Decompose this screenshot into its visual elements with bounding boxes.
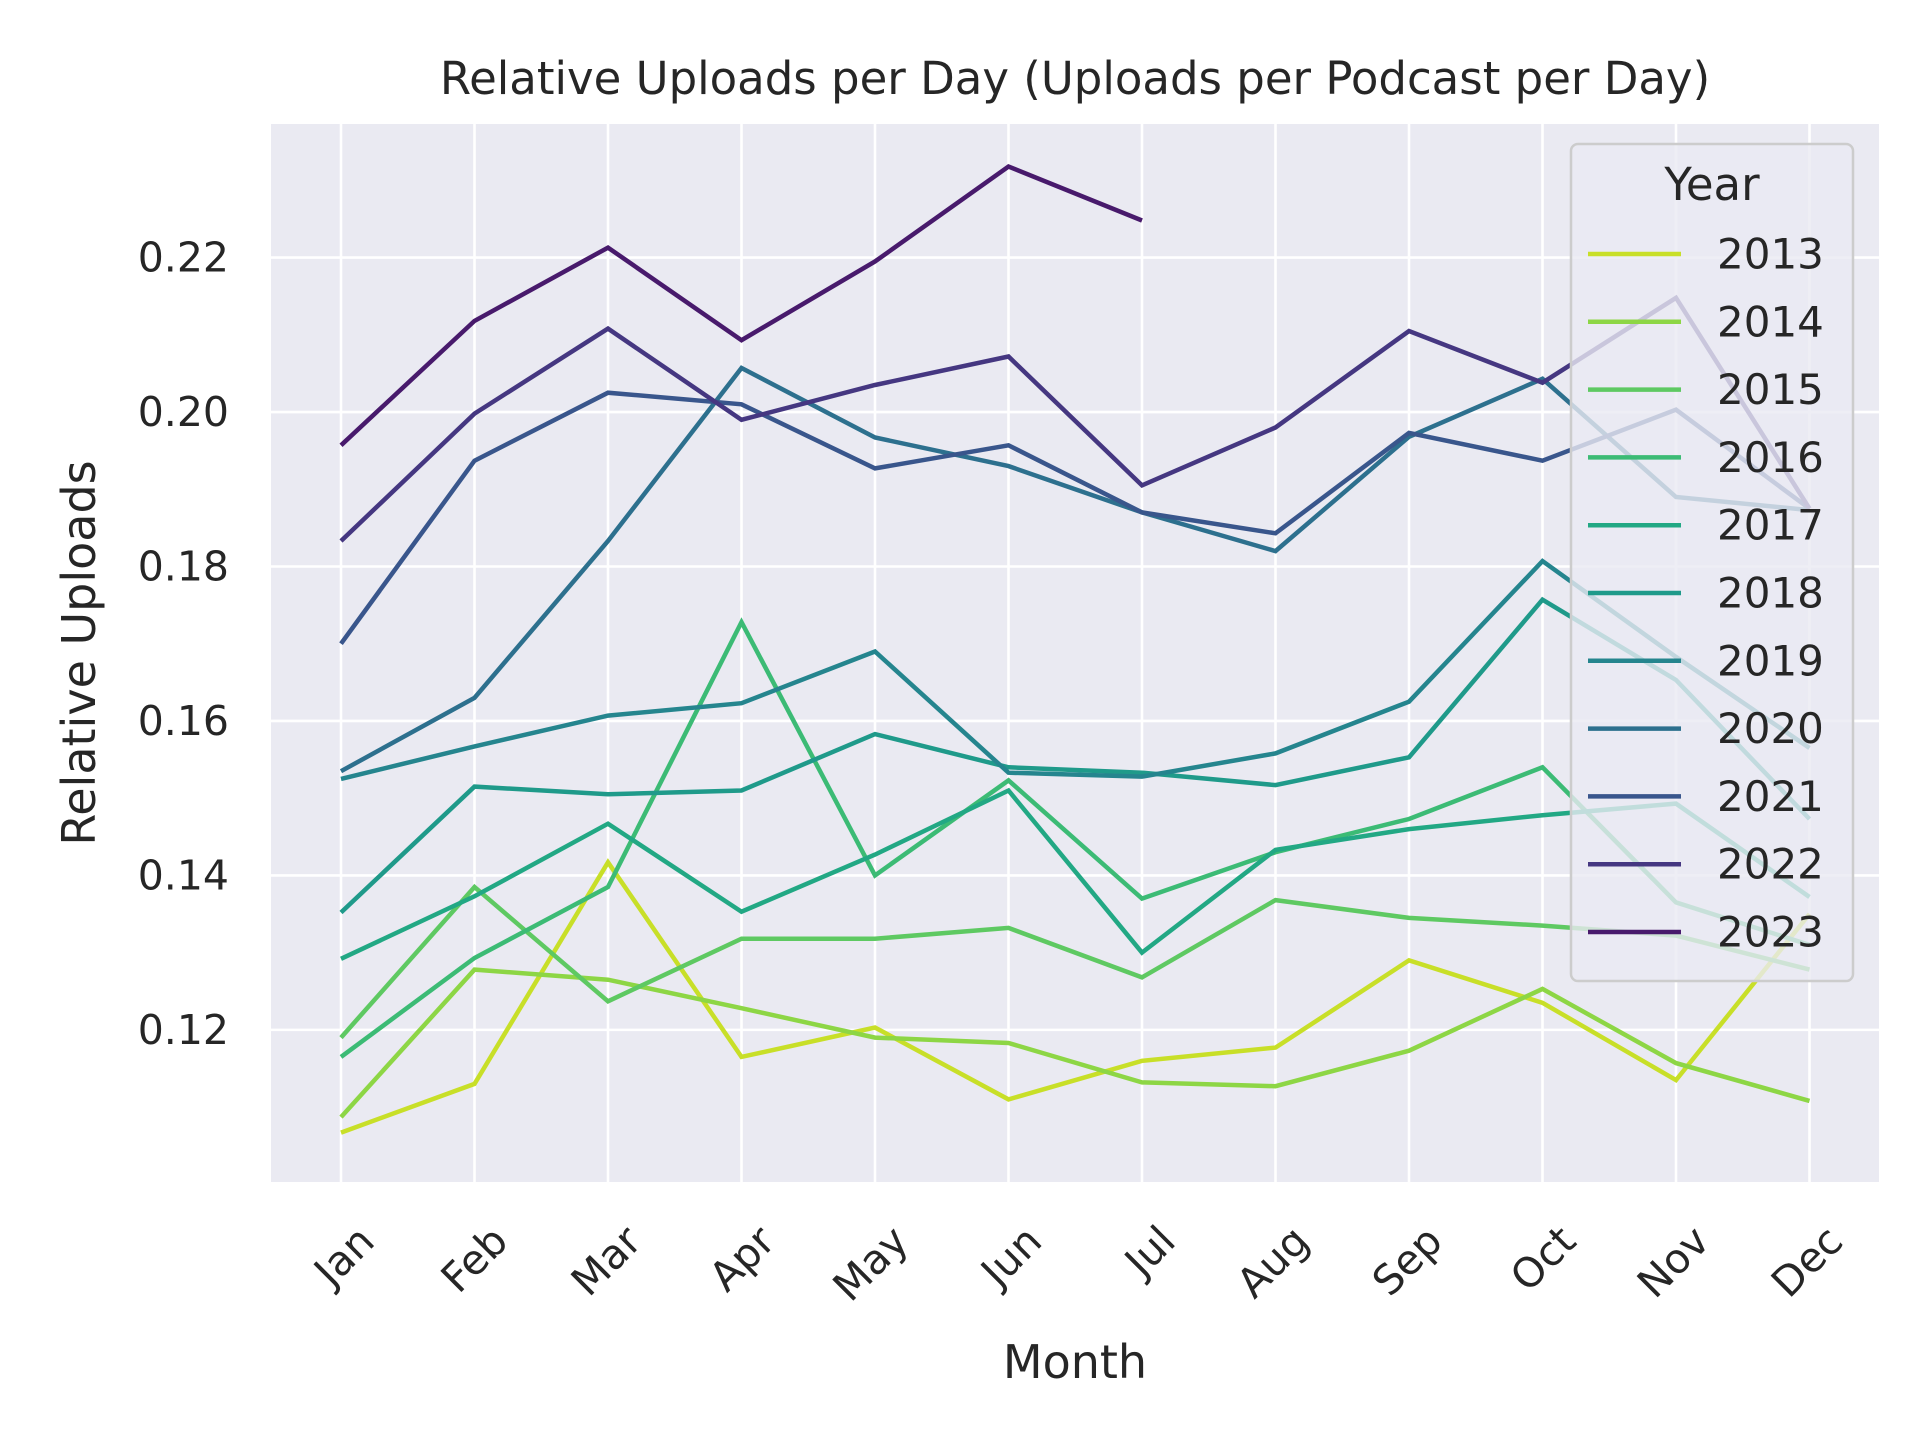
y-tick-label: 0.22 bbox=[138, 234, 229, 282]
legend-label-2014: 2014 bbox=[1717, 297, 1824, 346]
series-line-2020 bbox=[339, 365, 1810, 774]
series-line-2015 bbox=[339, 883, 1811, 1040]
legend-title: Year bbox=[1663, 158, 1760, 211]
legend-label-2020: 2020 bbox=[1717, 704, 1824, 753]
legend-label-2018: 2018 bbox=[1717, 569, 1824, 618]
y-tick-label: 0.12 bbox=[138, 1006, 229, 1054]
series-line-2014 bbox=[339, 967, 1811, 1119]
legend-label-2016: 2016 bbox=[1717, 433, 1824, 482]
series-line-2023 bbox=[339, 163, 1143, 447]
y-tick-label: 0.20 bbox=[138, 388, 229, 436]
legend-entries: 2013 2014 2015 2016 2017 2018 2019 2020 2021 2022… bbox=[1588, 230, 1824, 957]
series-line-2018 bbox=[339, 596, 1812, 915]
legend-label-2023: 2023 bbox=[1717, 908, 1824, 957]
legend: Year 2013 2014 2015 2016 2017 2018 2019 2020 202… bbox=[1569, 142, 1855, 983]
y-tick-label: 0.14 bbox=[138, 851, 229, 899]
y-tick-label: 0.18 bbox=[138, 543, 229, 591]
series-line-2019 bbox=[340, 558, 1811, 782]
legend-frame bbox=[1569, 142, 1855, 983]
chart-title: Relative Uploads per Day (Uploads per Po… bbox=[440, 52, 1710, 105]
series-lines bbox=[339, 163, 1812, 1135]
legend-label-2017: 2017 bbox=[1717, 501, 1824, 550]
series-line-2017 bbox=[340, 787, 1811, 961]
series-line-2022 bbox=[339, 294, 1812, 543]
legend-label-2022: 2022 bbox=[1717, 840, 1824, 889]
series-line-2021 bbox=[339, 390, 1811, 646]
y-axis-label: Relative Uploads bbox=[52, 460, 106, 845]
legend-label-2019: 2019 bbox=[1717, 636, 1824, 685]
y-tick-label: 0.16 bbox=[138, 697, 229, 745]
x-axis-label: Month bbox=[1003, 1335, 1147, 1389]
legend-label-2013: 2013 bbox=[1717, 230, 1824, 279]
series-line-2016 bbox=[339, 617, 1811, 1059]
legend-label-2021: 2021 bbox=[1717, 772, 1824, 821]
legend-label-2015: 2015 bbox=[1717, 365, 1824, 414]
y-tick-labels: 0.12 0.14 0.16 0.18 0.20 0.22 bbox=[138, 234, 229, 1054]
